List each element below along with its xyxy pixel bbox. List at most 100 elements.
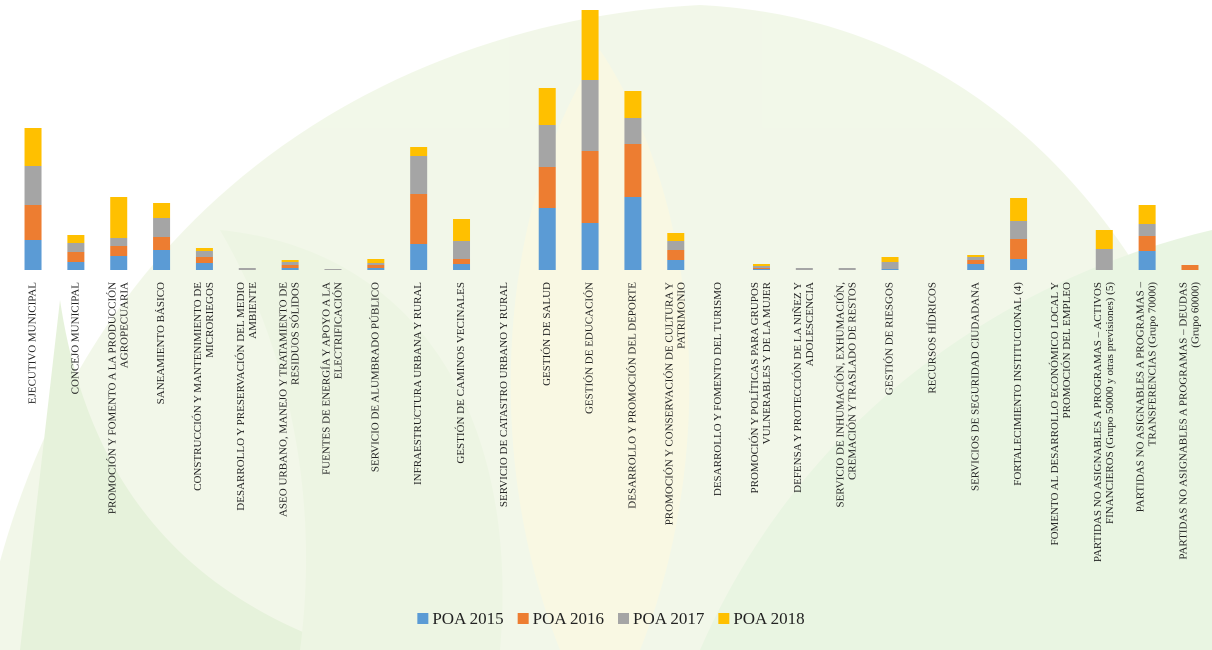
bar-segment — [67, 262, 84, 270]
bar-segment — [367, 259, 384, 263]
bar-segment — [1096, 249, 1113, 270]
x-tick-label: FUENTES DE ENERGÍA Y APOYO A LA — [321, 282, 333, 475]
legend-label: POA 2017 — [633, 609, 705, 628]
bar-segment — [410, 194, 427, 244]
bar-segment — [153, 203, 170, 218]
bar-segment — [324, 269, 341, 270]
bar-segment — [110, 246, 127, 256]
x-tick-label: FOMENTO AL DESARROLLO ECONÓMICO LOCAL Y — [1049, 282, 1061, 546]
x-tick-label: VULNERABLES Y DE LA MUJER — [761, 281, 773, 444]
bar-segment — [282, 268, 299, 270]
x-tick-label: DESARROLLO Y PROMOCIÓN DEL DEPORTE — [626, 282, 638, 509]
x-tick-label: PARTIDAS NO ASIGNABLES A PROGRAMAS – — [1135, 282, 1147, 513]
bar-segment — [110, 256, 127, 270]
bar-segment — [1139, 236, 1156, 251]
bar-segment — [453, 264, 470, 270]
bar-segment — [539, 167, 556, 208]
bar-segment — [539, 88, 556, 125]
bar-segment — [453, 259, 470, 264]
x-tick-label: DESARROLLO Y PRESERVACIÓN DEL MEDIO — [235, 282, 247, 511]
x-tick-label: GESTIÓN DE SALUD — [541, 282, 553, 386]
bar-segment — [25, 240, 42, 270]
bar-segment — [25, 205, 42, 240]
x-tick-label: MICRORIEGOS — [204, 282, 216, 358]
bar-segment — [1010, 239, 1027, 259]
x-tick-label: ADOLESCENCIA — [804, 282, 816, 366]
bar-segment — [667, 241, 684, 250]
x-tick-label: AGROPECUARIA — [118, 282, 130, 368]
bar-segment — [753, 269, 770, 270]
bar-segment — [453, 241, 470, 259]
bar-segment — [582, 151, 599, 223]
bar-segment — [110, 197, 127, 238]
bar-segment — [624, 144, 641, 197]
x-tick-label: PROMOCIÓN Y CONSERVACIÓN DE CULTURA Y — [663, 282, 675, 525]
legend-label: POA 2018 — [733, 609, 804, 628]
bar-segment — [1010, 198, 1027, 221]
bar-segment — [582, 223, 599, 270]
bar-segment — [753, 268, 770, 269]
bar-segment — [753, 264, 770, 266]
bar-segment — [282, 262, 299, 265]
bar-segment — [582, 80, 599, 151]
x-tick-label: PARTIDAS NO ASIGNABLES A PROGRAMAS – ACT… — [1092, 282, 1104, 562]
bar-segment — [410, 156, 427, 194]
legend-label: POA 2015 — [432, 609, 503, 628]
chart: EJECUTIVO MUNICIPAL CONCEJO MUNICIPAL PROM… — [0, 0, 1212, 650]
bar-segment — [624, 118, 641, 144]
x-tick-label: RECURSOS HÍDRICOS — [926, 282, 938, 394]
bar-segment — [367, 268, 384, 270]
bar-segment — [196, 263, 213, 270]
x-tick-label: FORTALECIMIENTO INSTITUCIONAL (4) — [1012, 282, 1024, 486]
x-tick-label: SANEAMIENTO BÁSICO — [155, 282, 167, 404]
bar-segment — [796, 268, 813, 270]
x-tick-label: PROMOCIÓN Y POLÍTICAS PARA GRUPOS — [749, 282, 761, 494]
bar-segment — [967, 264, 984, 270]
bar-segment — [410, 147, 427, 156]
bar-segment — [1139, 224, 1156, 236]
x-tick-label: ELECTRIFICACIÓN — [333, 282, 345, 379]
x-tick-label: CONSTRUCCIÓN Y MANTENIMIENTO DE — [192, 282, 204, 491]
bar-segment — [110, 238, 127, 246]
bar-segment — [1010, 221, 1027, 239]
legend-swatch — [417, 613, 428, 624]
x-tick-label: INFRAESTRUCTURA URBANA Y RURAL — [412, 282, 424, 485]
background-leaves — [0, 5, 1212, 650]
x-tick-label: GESTIÓN DE EDUCACIÓN — [584, 282, 596, 414]
bar-segment — [624, 197, 641, 270]
bar-segment — [153, 218, 170, 237]
bar-segment — [196, 251, 213, 257]
x-tick-label: EJECUTIVO MUNICIPAL — [27, 282, 39, 404]
bar-segment — [1139, 205, 1156, 224]
bar-segment — [239, 268, 256, 270]
x-tick-label: RESIDUOS SÓLIDOS — [290, 282, 302, 385]
bar-segment — [282, 265, 299, 268]
bar-segment — [367, 263, 384, 265]
x-tick-label: GESTIÓN DE RIESGOS — [884, 282, 896, 395]
x-tick-label: FINANCIEROS (Grupo 50000 y otras previsi… — [1104, 282, 1116, 524]
bar-segment — [882, 257, 899, 262]
bar-segment — [967, 255, 984, 257]
bar-segment — [25, 166, 42, 205]
bar-segment — [624, 91, 641, 118]
x-tick-label: SERVICIOS DE SEGURIDAD CIUDADANA — [969, 282, 981, 491]
bar-segment — [967, 257, 984, 260]
bar-segment — [282, 260, 299, 262]
bar-segment — [539, 125, 556, 167]
legend-swatch — [518, 613, 529, 624]
bar-segment — [153, 237, 170, 250]
bar-segment — [1181, 265, 1198, 270]
bar-segment — [582, 10, 599, 80]
bar-segment — [882, 269, 899, 270]
x-tick-label: CONCEJO MUNICIPAL — [69, 282, 81, 395]
x-tick-label: SERVICIO DE ALUMBRADO PÚBLICO — [369, 282, 381, 472]
bar-segment — [1010, 259, 1027, 270]
bar-segment — [67, 252, 84, 262]
legend-swatch — [618, 613, 629, 624]
x-tick-label: AMBIENTE — [247, 282, 259, 339]
bar-segment — [196, 257, 213, 263]
x-tick-label: SERVICIO DE CATASTRO URBANO Y RURAL — [498, 282, 510, 507]
bar-segment — [67, 243, 84, 252]
bar-segment — [453, 219, 470, 241]
bar-segment — [410, 244, 427, 270]
